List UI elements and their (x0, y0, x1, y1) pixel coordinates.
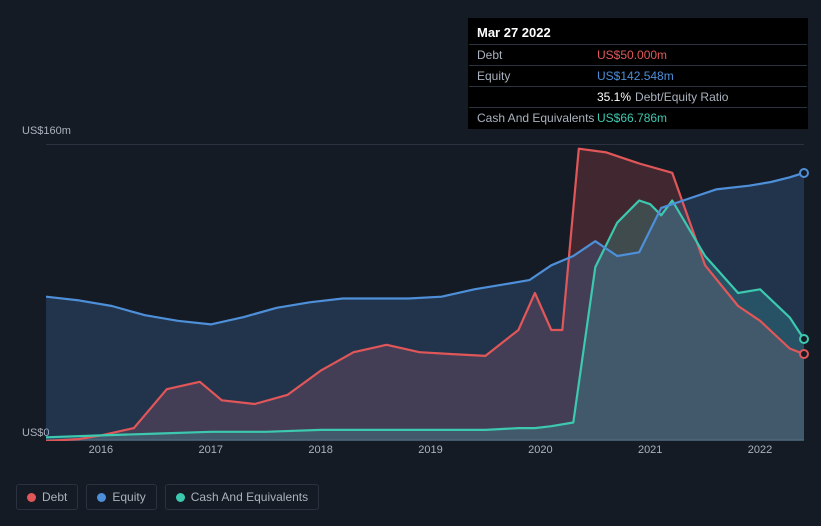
legend-swatch (176, 493, 185, 502)
tooltip-panel: Mar 27 2022 Debt US$50.000m Equity US$14… (468, 18, 808, 129)
chart-svg (46, 145, 804, 441)
ratio-pct: 35.1% (597, 90, 631, 104)
tooltip-ratio: 35.1% Debt/Equity Ratio (597, 90, 799, 104)
tooltip-row-equity: Equity US$142.548m (469, 65, 807, 86)
x-axis-label: 2021 (638, 444, 662, 456)
tooltip-label: Debt (477, 48, 597, 62)
tooltip-date: Mar 27 2022 (469, 19, 807, 44)
legend-item[interactable]: Debt (16, 484, 78, 510)
tooltip-value: US$142.548m (597, 69, 799, 83)
y-axis-label-max: US$160m (22, 125, 71, 137)
legend-label: Debt (42, 490, 67, 504)
legend-label: Equity (112, 490, 145, 504)
x-axis-label: 2016 (89, 444, 113, 456)
x-axis-label: 2017 (199, 444, 223, 456)
x-axis: 2016 2017 2018 2019 2020 2021 2022 (46, 444, 804, 464)
tooltip-label: Cash And Equivalents (477, 111, 597, 125)
tooltip-row-debt: Debt US$50.000m (469, 44, 807, 65)
legend-swatch (27, 493, 36, 502)
chart-container: Mar 27 2022 Debt US$50.000m Equity US$14… (0, 0, 821, 526)
ratio-text: Debt/Equity Ratio (635, 90, 728, 104)
legend-item[interactable]: Cash And Equivalents (165, 484, 319, 510)
legend-swatch (97, 493, 106, 502)
area-equity (46, 173, 804, 441)
chart-wrap: 2016 2017 2018 2019 2020 2021 2022 (16, 144, 808, 464)
x-axis-label: 2022 (748, 444, 772, 456)
tooltip-label (477, 90, 597, 104)
tooltip-row-cash: Cash And Equivalents US$66.786m (469, 107, 807, 128)
legend: Debt Equity Cash And Equivalents (16, 484, 319, 510)
end-dot-debt (799, 349, 809, 359)
legend-label: Cash And Equivalents (191, 490, 308, 504)
tooltip-value: US$66.786m (597, 111, 799, 125)
legend-item[interactable]: Equity (86, 484, 156, 510)
x-axis-label: 2019 (418, 444, 442, 456)
tooltip-value: US$50.000m (597, 48, 799, 62)
end-dot-equity (799, 168, 809, 178)
x-axis-label: 2020 (528, 444, 552, 456)
x-axis-label: 2018 (308, 444, 332, 456)
tooltip-label: Equity (477, 69, 597, 83)
end-dot-cash (799, 334, 809, 344)
tooltip-row-ratio: 35.1% Debt/Equity Ratio (469, 86, 807, 107)
plot-area[interactable] (46, 144, 804, 440)
